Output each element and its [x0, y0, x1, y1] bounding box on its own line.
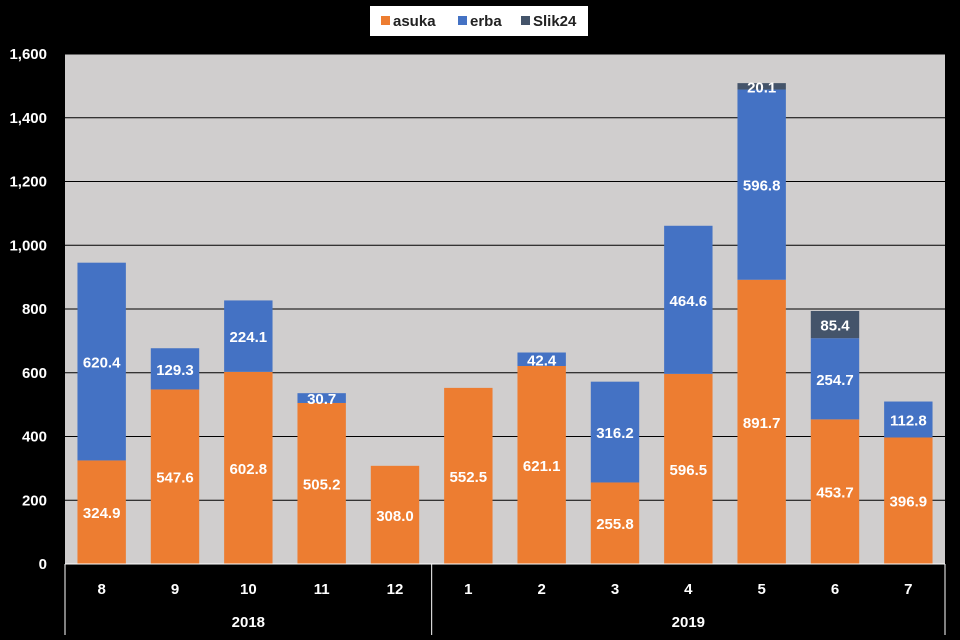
data-label: 396.9 — [890, 494, 928, 511]
bar-asuka-7 — [884, 437, 933, 564]
legend-swatch-slik24 — [521, 16, 530, 25]
bar-asuka-12 — [370, 465, 420, 564]
bar-asuka-1 — [444, 387, 493, 564]
data-label: 602.8 — [230, 461, 268, 478]
x-category-label: 2 — [537, 581, 545, 598]
y-tick-label: 800 — [22, 301, 47, 318]
y-tick-label: 1,000 — [9, 237, 47, 254]
y-tick-label: 400 — [22, 429, 47, 446]
x-category-label: 11 — [314, 581, 330, 598]
legend-label-asuka: asuka — [393, 13, 436, 30]
x-category-label: 3 — [611, 581, 619, 598]
legend-swatch-erba — [458, 16, 467, 25]
bar-erba-2 — [517, 352, 566, 367]
data-label: 324.9 — [83, 505, 121, 522]
data-label: 596.5 — [670, 462, 708, 479]
y-tick-label: 200 — [22, 492, 47, 509]
bar-asuka-10 — [224, 371, 273, 564]
bars — [77, 83, 933, 564]
data-label: 547.6 — [156, 470, 194, 487]
x-category-label: 10 — [240, 581, 257, 598]
bar-erba-5 — [737, 89, 786, 280]
y-tick-label: 1,600 — [9, 46, 47, 63]
legend-label-slik24: Slik24 — [533, 13, 577, 30]
x-category-label: 4 — [684, 581, 693, 598]
data-label: 112.8 — [890, 413, 927, 430]
data-label: 620.4 — [83, 355, 121, 372]
data-label: 621.1 — [523, 458, 561, 475]
data-label: 254.7 — [816, 372, 854, 389]
data-label: 42.4 — [527, 352, 557, 369]
bar-erba-3 — [590, 381, 640, 483]
bar-asuka-9 — [150, 389, 200, 564]
bar-asuka-11 — [297, 402, 346, 564]
x-category-label: 12 — [387, 581, 404, 598]
data-label: 891.7 — [743, 415, 781, 432]
data-label: 129.3 — [156, 362, 194, 379]
x-category-label: 8 — [97, 581, 105, 598]
data-label: 453.7 — [816, 485, 854, 502]
legend-swatch-asuka — [381, 16, 390, 25]
data-labels: 324.9 620.4 547.6 129.3 602.8 224.1 505.2 30.7 3… — [83, 79, 927, 533]
x-category-label: 6 — [831, 581, 839, 598]
bar-erba-7 — [884, 401, 933, 438]
y-tick-label: 1,400 — [9, 110, 47, 127]
bar-asuka-3 — [590, 482, 640, 564]
gridlines — [65, 53, 945, 501]
x-category-label: 7 — [904, 581, 912, 598]
bar-slik24-5 — [737, 83, 786, 90]
x-group-label: 2018 — [232, 614, 265, 631]
bar-erba-4 — [664, 225, 713, 374]
y-tick-label: 0 — [39, 556, 47, 573]
legend-box — [370, 6, 588, 36]
bar-slik24-6 — [810, 310, 860, 339]
bar-erba-9 — [150, 348, 200, 390]
legend-label-erba: erba — [470, 13, 502, 30]
data-label: 505.2 — [303, 476, 341, 493]
bar-asuka-4 — [664, 373, 713, 564]
bar-erba-8 — [77, 262, 126, 461]
data-label: 308.0 — [376, 508, 414, 525]
data-label: 85.4 — [820, 318, 850, 335]
bar-asuka-6 — [810, 419, 860, 564]
data-label: 224.1 — [230, 329, 268, 346]
data-label: 316.2 — [596, 425, 634, 442]
x-group-label: 2019 — [672, 614, 705, 631]
bar-erba-11 — [297, 393, 346, 403]
bar-asuka-2 — [517, 366, 566, 564]
data-label: 464.6 — [670, 293, 708, 310]
data-label: 20.1 — [747, 79, 776, 96]
bar-erba-6 — [810, 338, 860, 420]
y-tick-label: 1,200 — [9, 174, 47, 191]
data-label: 255.8 — [596, 516, 634, 533]
bar-asuka-8 — [77, 460, 126, 564]
data-label: 552.5 — [450, 469, 488, 486]
legend: asuka erba Slik24 — [370, 6, 588, 36]
data-label: 30.7 — [307, 391, 336, 408]
bar-asuka-5 — [737, 279, 786, 564]
x-category-label: 1 — [464, 581, 472, 598]
x-category-label: 5 — [757, 581, 765, 598]
x-category-label: 9 — [171, 581, 179, 598]
data-label: 596.8 — [743, 178, 781, 195]
bar-erba-10 — [224, 300, 273, 372]
y-tick-label: 600 — [22, 365, 47, 382]
